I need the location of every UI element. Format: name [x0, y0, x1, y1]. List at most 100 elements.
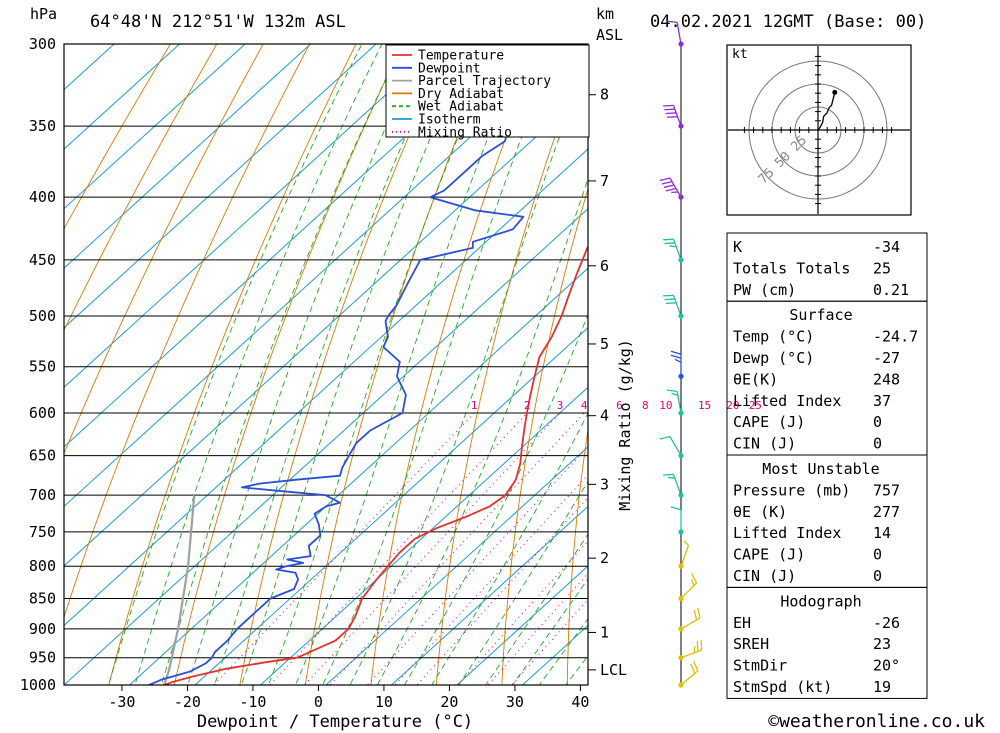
height-tick-label: 8 — [600, 86, 609, 104]
temperature-axis: -30 -20 -10 0 10 20 30 40 — [108, 685, 589, 711]
credit-text: ©weatheronline.co.uk — [768, 711, 985, 732]
wind-barb-flag — [690, 579, 695, 586]
index-value: 20° — [873, 657, 900, 675]
dry-adiabat-line — [984, 44, 1000, 692]
wet-adiabat-line — [187, 44, 425, 685]
wind-barb — [678, 573, 698, 602]
wind-barb — [678, 639, 703, 661]
mixing-ratio-label: 6 — [616, 399, 623, 412]
dry-adiabat-line — [64, 44, 264, 455]
mixing-ratio-label: 2 — [524, 399, 531, 412]
wind-barb-flag — [665, 302, 677, 305]
index-value: -34 — [873, 238, 900, 256]
mixing-ratio-label: 10 — [659, 399, 672, 412]
pressure-tick-label: 800 — [29, 557, 56, 575]
isotherm-line — [64, 44, 442, 388]
isotherm-line — [64, 44, 246, 210]
section-title: Surface — [789, 306, 852, 324]
wind-barb — [666, 389, 684, 416]
isotherm-line — [259, 386, 588, 685]
pressure-tick-label: 300 — [29, 35, 56, 53]
dry-adiabat-line — [632, 44, 727, 692]
wind-barb-flag — [690, 663, 696, 674]
pressure-tick-label: 650 — [29, 447, 56, 465]
indices-table: K -34 Totals Totals 25 PW (cm) 0.21 Surface Tem… — [726, 232, 928, 699]
mixing-ratio-label: 8 — [642, 399, 649, 412]
mixing-ratio-line — [269, 412, 528, 685]
wet-adiabat-line — [108, 44, 363, 685]
wind-barb-flag — [669, 245, 677, 248]
mixing-ratio-label: 25 — [749, 399, 762, 412]
wind-barb-flag — [696, 641, 699, 652]
wind-barb-flag — [663, 104, 674, 107]
legend-label: Dry Adiabat — [418, 87, 504, 102]
isotherm-line — [64, 88, 588, 567]
wind-barb — [678, 661, 699, 688]
wind-barb — [670, 350, 684, 379]
mixing-ratio-line — [511, 598, 588, 685]
legend-label: Wet Adiabat — [418, 100, 504, 115]
wind-barb-shaft — [672, 238, 682, 261]
index-value: 19 — [873, 678, 891, 696]
wet-adiabat-line — [349, 57, 588, 685]
legend-label: Isotherm — [418, 113, 481, 128]
height-tick-label: 4 — [600, 407, 609, 425]
wind-barb-flag — [666, 389, 678, 393]
height-axis: 8 7 6 5 4 3 2 1 LCL — [588, 86, 627, 679]
mixing-ratio-lines — [213, 412, 588, 685]
temperature-tick-label: 10 — [375, 693, 393, 711]
wind-barb-flag — [659, 435, 671, 440]
pressure-tick-label: 700 — [29, 486, 56, 504]
wind-barb-flag — [683, 540, 689, 546]
wet-adiabat-line — [295, 44, 527, 685]
index-label: Dewp (°C) — [733, 349, 814, 367]
station-location: 64°48'N 212°51'W 132m ASL — [90, 12, 346, 32]
dry-adiabat-line — [930, 44, 962, 692]
height-tick-label: 1 — [600, 623, 609, 641]
wind-barb — [659, 177, 684, 200]
temperature-line — [162, 245, 588, 685]
mixing-ratio-label: 15 — [698, 399, 711, 412]
mixing-ratio-line — [329, 412, 585, 685]
mixing-ratio-line — [487, 572, 588, 685]
km-unit-label: km — [596, 5, 614, 23]
index-value: 23 — [873, 635, 891, 653]
index-label: CAPE (J) — [733, 546, 805, 564]
hodograph-unit: kt — [732, 47, 748, 62]
wind-barb-shaft — [672, 295, 682, 317]
mixing-ratio-line — [416, 497, 588, 685]
most-unstable-indices: Most Unstable Pressure (mb) 757 θE (K) 277 Li… — [726, 454, 928, 588]
wind-barb-shaft — [680, 617, 701, 630]
index-label: CIN (J) — [733, 435, 796, 453]
pressure-tick-label: 350 — [29, 117, 56, 135]
wind-barb-flag — [671, 392, 679, 396]
wind-barb-dot — [678, 655, 684, 661]
isotherm-line — [325, 446, 588, 685]
table-box — [726, 586, 928, 699]
index-value: -27 — [873, 349, 900, 367]
dry-adiabat-line — [108, 44, 357, 685]
asl-unit-label: ASL — [596, 26, 623, 44]
index-value: 14 — [873, 524, 891, 542]
index-label: SREH — [733, 635, 769, 653]
x-axis-title: Dewpoint / Temperature (°C) — [197, 712, 473, 732]
wind-barb-dot — [678, 563, 684, 569]
wet-adiabat-line — [431, 412, 588, 685]
sounding-profiles — [147, 44, 588, 685]
pressure-tick-label: 450 — [29, 251, 56, 269]
wet-adiabat-line — [240, 44, 472, 685]
index-label: CAPE (J) — [733, 413, 805, 431]
wind-barb — [678, 540, 690, 569]
wet-adiabat-line — [511, 578, 588, 685]
wind-barb-flag — [663, 184, 675, 189]
dry-adiabat-line — [370, 44, 543, 685]
wind-barb — [678, 607, 701, 632]
isotherm-line — [64, 148, 588, 627]
wind-barb-flag — [665, 187, 677, 192]
wind-barb-flag — [664, 298, 675, 301]
wind-barb-flag — [670, 354, 682, 359]
wind-barb-shaft — [680, 545, 690, 567]
index-label: Lifted Index — [733, 392, 841, 410]
wind-barb-flag — [664, 108, 675, 111]
